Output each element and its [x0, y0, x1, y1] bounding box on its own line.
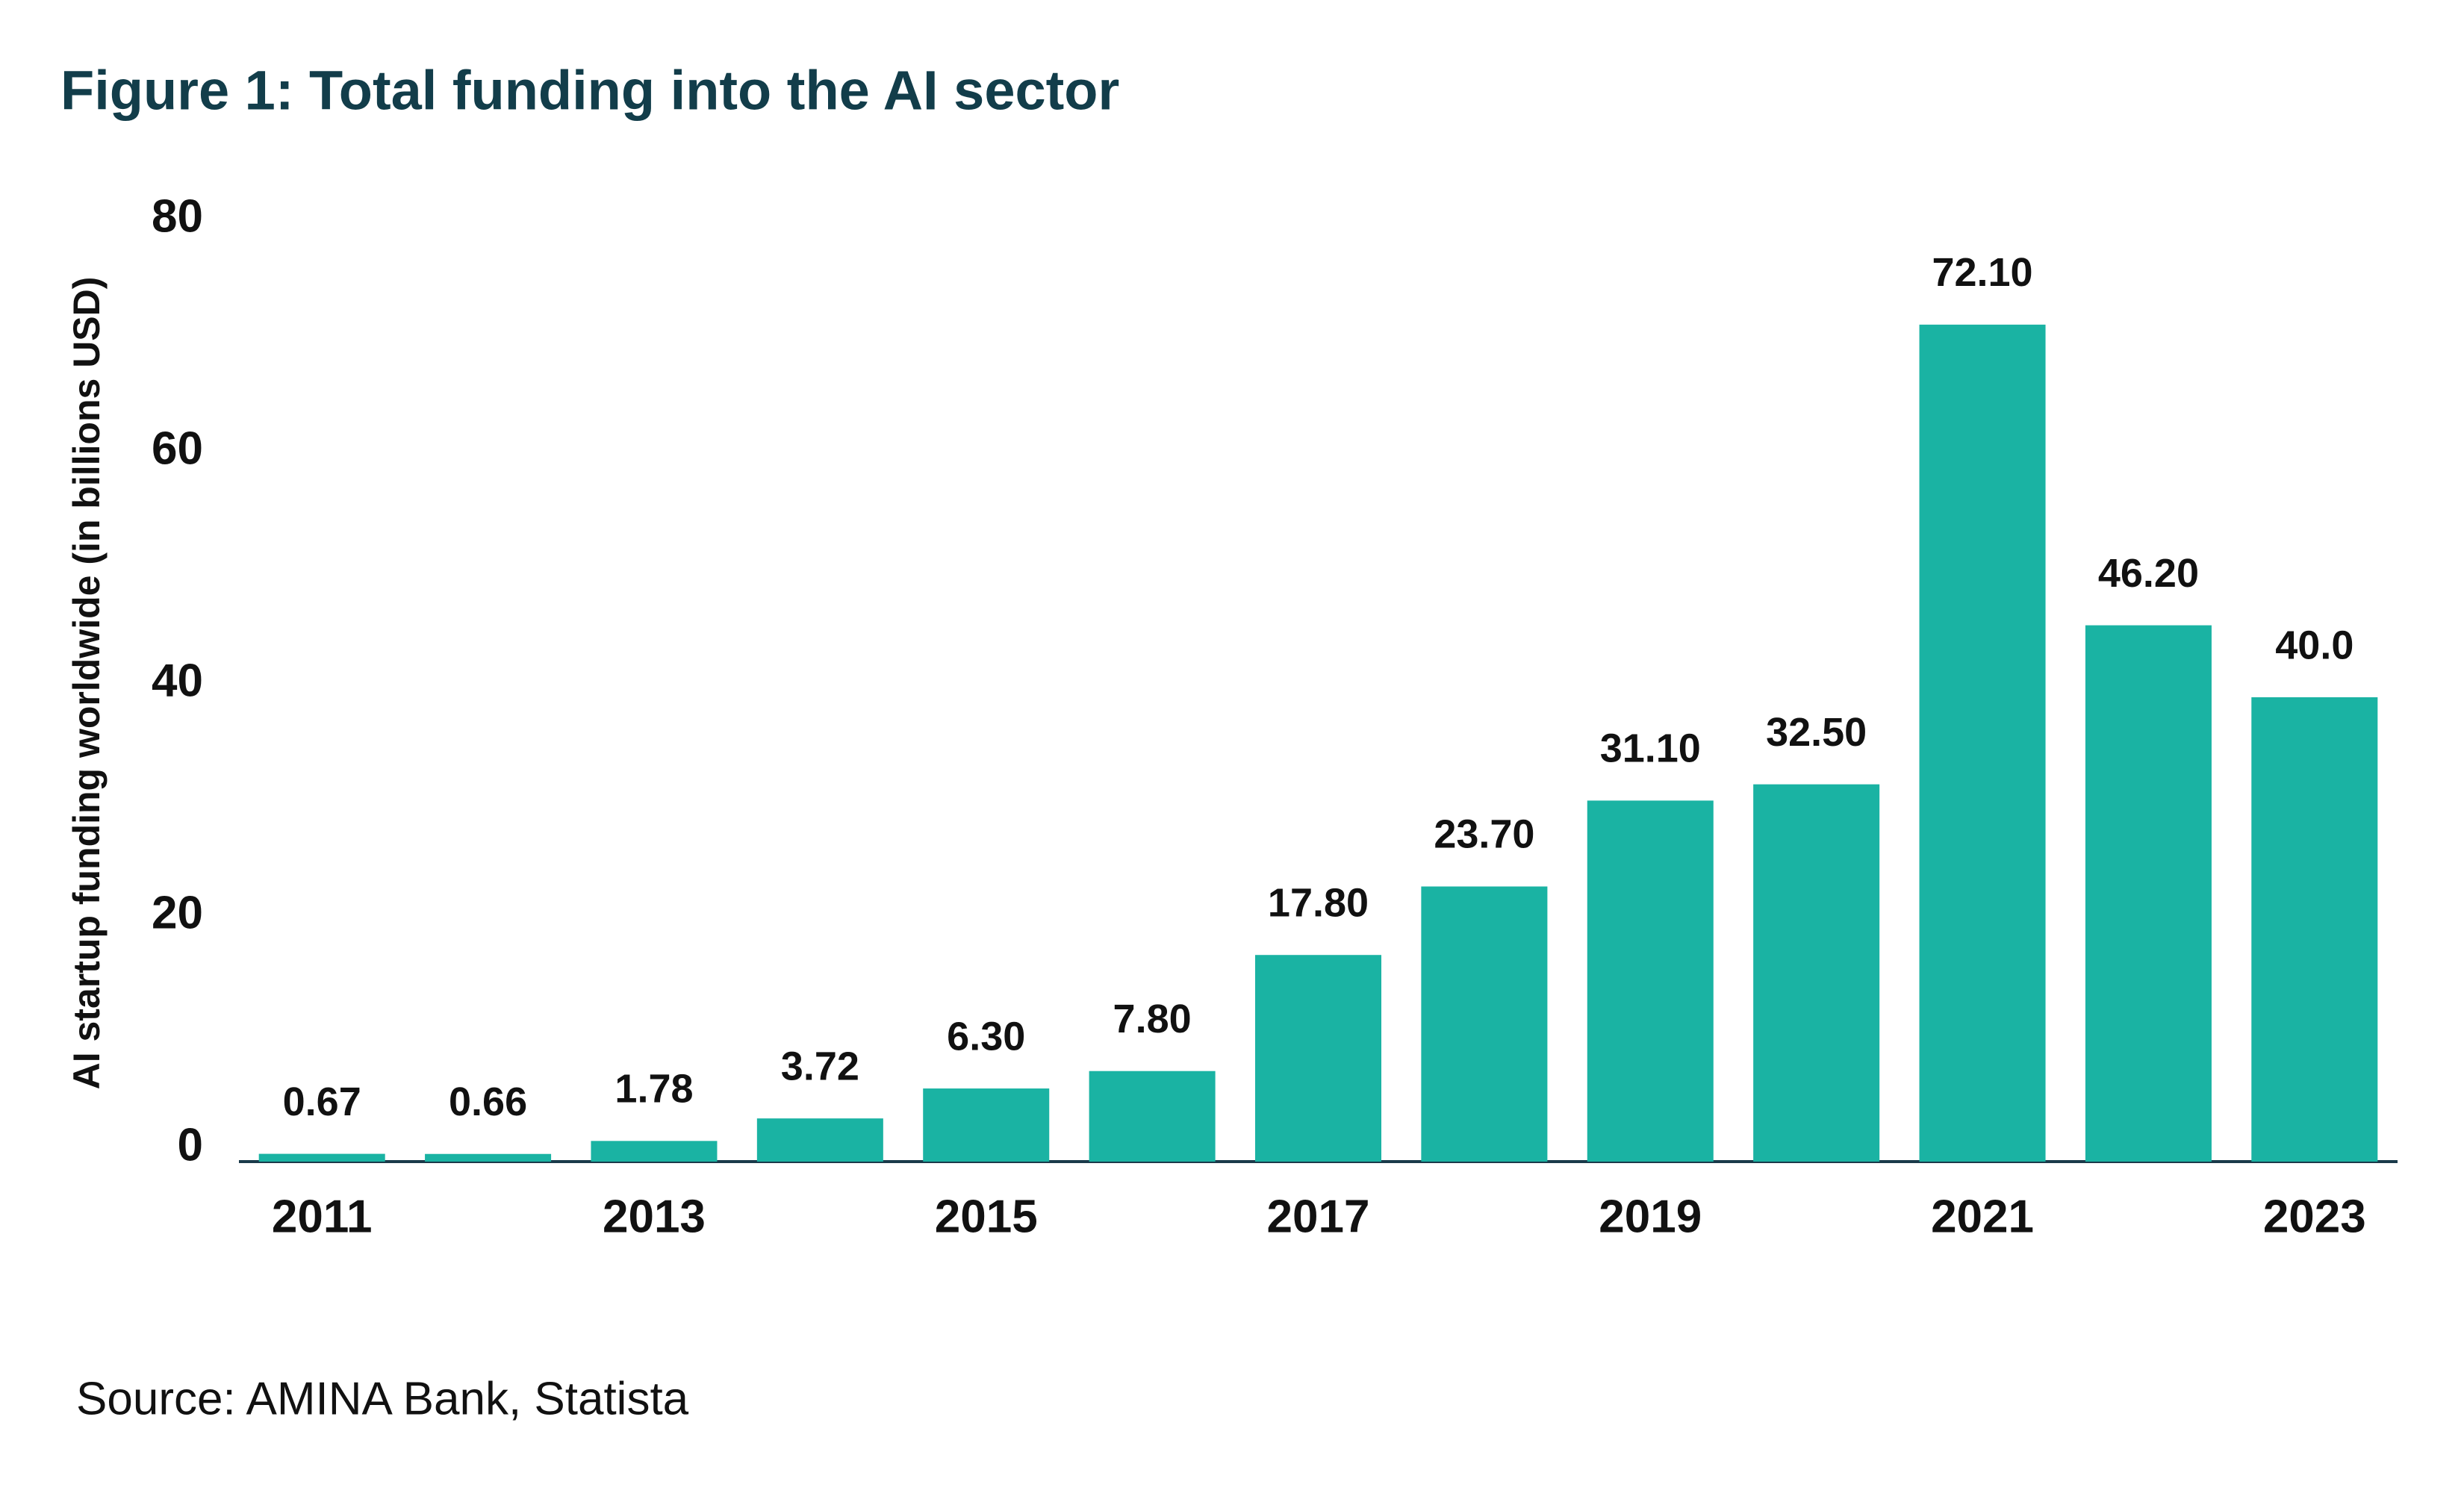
value-label: 6.30	[947, 1014, 1025, 1059]
value-label: 0.67	[283, 1079, 361, 1124]
value-label: 7.80	[1113, 997, 1192, 1041]
bar	[2251, 697, 2378, 1162]
bar	[1254, 955, 1382, 1162]
x-tick-label: 2015	[935, 1191, 1038, 1242]
y-tick-label: 20	[152, 887, 203, 938]
bar	[1919, 324, 2046, 1162]
x-tick-label: 2021	[1931, 1191, 2034, 1242]
value-label: 23.70	[1434, 812, 1534, 857]
bar	[756, 1118, 883, 1162]
bar	[1753, 784, 1880, 1162]
bar	[923, 1088, 1050, 1162]
value-label: 1.78	[615, 1067, 693, 1112]
y-tick-label: 60	[152, 423, 203, 474]
bar	[2085, 625, 2212, 1162]
value-label: 40.0	[2275, 623, 2353, 667]
y-tick-label: 40	[152, 655, 203, 706]
chart-title: Figure 1: Total funding into the AI sect…	[60, 60, 1119, 122]
y-tick-label: 0	[178, 1119, 203, 1171]
x-tick-label: 2019	[1599, 1191, 1702, 1242]
bar	[425, 1153, 552, 1162]
x-tick-label: 2013	[603, 1191, 706, 1242]
source-note: Source: AMINA Bank, Statista	[76, 1373, 689, 1424]
y-tick-label: 80	[152, 190, 203, 242]
bar	[1421, 886, 1548, 1162]
x-tick-label: 2017	[1267, 1191, 1370, 1242]
bar	[258, 1153, 385, 1162]
value-label: 31.10	[1600, 726, 1701, 771]
value-label: 72.10	[1932, 250, 2032, 295]
bar	[591, 1141, 718, 1162]
value-label: 32.50	[1766, 710, 1867, 755]
value-label: 46.20	[2098, 551, 2199, 596]
y-axis-title: AI startup funding worldwide (in billion…	[66, 277, 108, 1090]
value-label: 0.66	[449, 1079, 527, 1124]
x-tick-label: 2011	[272, 1191, 373, 1242]
x-tick-label: 2023	[2263, 1191, 2366, 1242]
value-label: 17.80	[1268, 880, 1369, 925]
bar	[1089, 1071, 1216, 1162]
value-label: 3.72	[781, 1044, 859, 1088]
bar	[1587, 800, 1714, 1162]
